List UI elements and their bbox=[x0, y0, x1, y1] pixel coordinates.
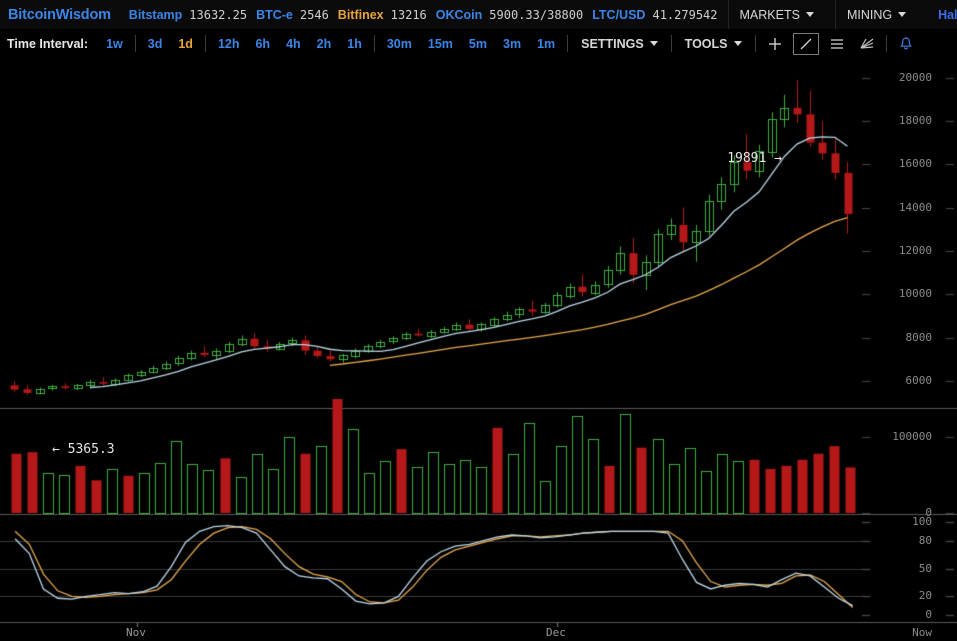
interval-1m[interactable]: 1m bbox=[537, 36, 556, 51]
stoch-axis-label: 50 bbox=[918, 561, 932, 575]
ticker-name-okcoin[interactable]: OKCoin bbox=[435, 7, 483, 22]
date-axis-label: Nov bbox=[126, 626, 146, 639]
interval-6h[interactable]: 6h bbox=[255, 36, 271, 51]
ticker-list: Bitstamp 13632.25 BTC-e 2546 Bitfinex 13216 OK… bbox=[120, 8, 718, 22]
nav-menu-markets[interactable]: MARKETS bbox=[729, 0, 825, 29]
username-link[interactable]: HalfLife8 bbox=[938, 7, 957, 22]
nav-menu-label: MINING bbox=[846, 7, 893, 22]
interval-1w[interactable]: 1w bbox=[106, 36, 123, 51]
volume-axis-label: 100000 bbox=[892, 430, 932, 443]
toolbar-menu-label: TOOLS bbox=[684, 36, 728, 51]
chart-canvas[interactable] bbox=[0, 58, 957, 641]
ticker-name-ltc-usd[interactable]: LTC/USD bbox=[592, 7, 646, 22]
chevron-down-icon bbox=[805, 12, 814, 17]
nav-menu-mining[interactable]: MINING bbox=[836, 0, 917, 29]
ticker-value-bitfinex: 13216 bbox=[390, 7, 427, 22]
toolbar-divider bbox=[204, 35, 206, 52]
ticker-name-bitstamp[interactable]: Bitstamp bbox=[128, 7, 183, 22]
chevron-down-icon bbox=[898, 12, 907, 17]
price-axis-label: 8000 bbox=[905, 330, 933, 344]
interval-4h[interactable]: 4h bbox=[286, 36, 301, 51]
now-label: Now bbox=[912, 626, 932, 639]
toolbar-menu-tools[interactable]: TOOLS bbox=[676, 37, 751, 51]
stoch-axis-label: 100 bbox=[912, 515, 932, 528]
chart-area[interactable]: 20000 18000 16000 14000 12000 10000 8000 6000 10… bbox=[0, 58, 957, 641]
interval-30m[interactable]: 30m bbox=[386, 36, 412, 51]
toolbar-divider bbox=[373, 35, 375, 52]
top-navigation-bar: BitcoinWisdom Bitstamp 13632.25 BTC-e 2546 B… bbox=[0, 0, 957, 30]
drawing-tools-group bbox=[760, 32, 921, 55]
alarm-bell-icon[interactable] bbox=[894, 34, 918, 54]
plus-icon[interactable] bbox=[763, 34, 787, 54]
top-menu-list: MARKETS MINING bbox=[718, 0, 918, 29]
date-axis-label: Dec bbox=[546, 626, 566, 639]
volume-axis-label: 0 bbox=[925, 506, 932, 519]
toolbar-divider bbox=[885, 35, 887, 52]
time-interval-label: Time Interval: bbox=[7, 36, 89, 51]
price-axis-label: 6000 bbox=[905, 373, 933, 387]
toolbar-divider bbox=[754, 35, 756, 52]
ticker-value-okcoin: 5900.33/38800 bbox=[489, 7, 584, 22]
time-interval-group: 1w 3d 1d 12h 6h 4h 2h 1h 30m 15m 5m 3m 1m bbox=[98, 35, 563, 52]
ticker-value-btc-e: 2546 bbox=[299, 7, 329, 22]
chevron-down-icon bbox=[649, 41, 658, 46]
fan-lines-icon[interactable] bbox=[855, 34, 879, 54]
interval-3d[interactable]: 3d bbox=[147, 36, 163, 51]
toolbar-divider bbox=[134, 35, 136, 52]
interval-3m[interactable]: 3m bbox=[503, 36, 522, 51]
ticker-name-btc-e[interactable]: BTC-e bbox=[256, 7, 293, 22]
price-annotation: ← 5365.3 bbox=[52, 442, 115, 457]
toolbar-menu-group: SETTINGS TOOLS bbox=[572, 35, 750, 52]
stoch-axis-label: 80 bbox=[918, 533, 932, 547]
chevron-down-icon bbox=[733, 41, 742, 46]
price-annotation: 19891 → bbox=[727, 151, 782, 166]
trendline-icon[interactable] bbox=[792, 32, 819, 55]
price-axis-label: 12000 bbox=[898, 243, 932, 257]
nav-menu-label: MARKETS bbox=[739, 7, 800, 22]
stoch-axis-label: 0 bbox=[925, 608, 932, 621]
interval-1d[interactable]: 1d bbox=[178, 36, 193, 51]
price-axis-label: 10000 bbox=[898, 287, 932, 301]
stoch-axis-label: 20 bbox=[918, 589, 932, 603]
price-axis-label: 16000 bbox=[898, 157, 932, 171]
interval-15m[interactable]: 15m bbox=[427, 36, 453, 51]
ticker-name-bitfinex[interactable]: Bitfinex bbox=[337, 7, 384, 22]
interval-5m[interactable]: 5m bbox=[468, 36, 487, 51]
toolbar-menu-label: SETTINGS bbox=[581, 36, 644, 51]
nav-divider bbox=[834, 0, 836, 29]
site-logo[interactable]: BitcoinWisdom bbox=[8, 6, 111, 23]
interval-1h[interactable]: 1h bbox=[347, 36, 362, 51]
toolbar-menu-settings[interactable]: SETTINGS bbox=[572, 37, 667, 51]
toolbar-divider bbox=[670, 35, 672, 52]
interval-2h[interactable]: 2h bbox=[316, 36, 332, 51]
price-axis-label: 14000 bbox=[898, 200, 932, 214]
price-axis-label: 20000 bbox=[898, 70, 932, 84]
toolbar-divider bbox=[567, 35, 569, 52]
price-axis-label: 18000 bbox=[898, 113, 932, 127]
horizontal-lines-icon[interactable] bbox=[825, 34, 849, 54]
chart-toolbar: Time Interval: 1w 3d 1d 12h 6h 4h 2h 1h 30m 15m 5m… bbox=[0, 29, 957, 59]
interval-12h[interactable]: 12h bbox=[217, 36, 240, 51]
nav-divider bbox=[727, 0, 729, 29]
ticker-value-ltc-usd: 41.279542 bbox=[652, 7, 718, 22]
ticker-value-bitstamp: 13632.25 bbox=[189, 7, 248, 22]
